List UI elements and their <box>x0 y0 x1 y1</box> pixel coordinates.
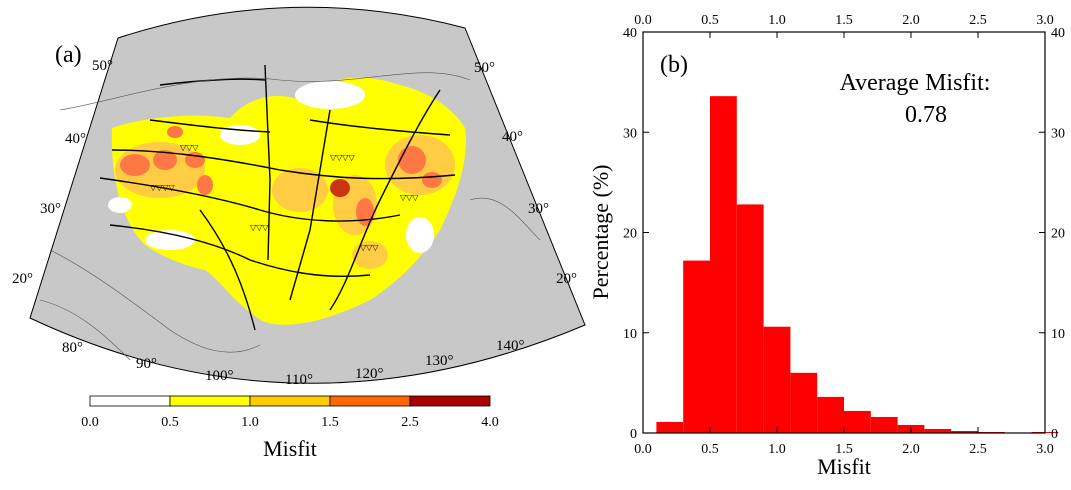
lat-label-left-20: 20° <box>12 271 33 287</box>
colorbar-tick-5: 4.0 <box>481 415 499 430</box>
histogram-bar <box>951 430 978 433</box>
x-tick-label-top: 0.5 <box>701 13 719 28</box>
no-data-patches <box>108 81 434 253</box>
histogram-bar <box>763 326 791 433</box>
svg-text:▽▽▽: ▽▽▽ <box>360 243 379 252</box>
histogram-bar <box>683 260 710 433</box>
y-tick-label-right: 30 <box>1051 126 1065 141</box>
lon-label-130: 130° <box>425 353 454 369</box>
svg-text:▽▽▽: ▽▽▽ <box>400 193 419 202</box>
x-tick-label-top: 1.0 <box>768 13 786 28</box>
colorbar-tick-3: 1.5 <box>321 415 339 430</box>
x-tick-label-bottom: 2.0 <box>902 442 920 457</box>
lon-label-100: 100° <box>205 368 234 384</box>
histogram-bar <box>736 204 764 433</box>
lat-label-right-20: 20° <box>556 271 577 287</box>
station-markers: ▽▽▽▽ ▽▽▽ ▽▽▽▽ ▽▽▽ ▽▽▽ ▽▽▽ <box>150 143 419 252</box>
lat-label-right-40: 40° <box>502 129 523 145</box>
histogram-bar <box>656 421 684 433</box>
misfit-map: ▽▽▽▽ ▽▽▽ ▽▽▽▽ ▽▽▽ ▽▽▽ ▽▽▽ 50° 40° 30° 20… <box>12 6 586 461</box>
colorbar-tick-1: 0.5 <box>161 415 179 430</box>
lat-label-left-30: 30° <box>40 201 61 217</box>
colorbar-segment-2 <box>249 395 331 407</box>
histogram-bar <box>790 372 818 433</box>
misfit-histogram-panel: 0.0 0.0 0.5 0.5 1.0 1.0 1.5 1.5 2.0 2.0 2.5 2.5 3.0 3… <box>588 0 1071 485</box>
lon-label-120: 120° <box>355 366 384 382</box>
colorbar-segment-4 <box>409 395 491 407</box>
lat-label-right-30: 30° <box>528 201 549 217</box>
lat-label-right-50: 50° <box>474 60 495 76</box>
political-borders <box>39 72 541 361</box>
x-tick-label-bottom: 2.5 <box>969 442 987 457</box>
y-tick-label-left: 30 <box>623 126 637 141</box>
high-misfit-zones <box>120 126 442 226</box>
histogram-bar <box>710 96 737 433</box>
svg-text:▽▽▽: ▽▽▽ <box>180 143 199 152</box>
x-tick-label-bottom: 1.0 <box>768 442 786 457</box>
svg-text:▽▽▽: ▽▽▽ <box>250 223 269 232</box>
y-axis-title: Percentage (%) <box>590 165 613 300</box>
colorbar-segment-1 <box>169 395 251 407</box>
y-tick-label-left: 0 <box>630 427 637 442</box>
histogram-bar <box>844 410 871 433</box>
colorbar-tick-2: 1.0 <box>241 415 259 430</box>
panel-a-label: (a) <box>55 42 82 68</box>
colorbar-tick-4: 2.5 <box>401 415 419 430</box>
peak-misfit-zones <box>330 179 350 197</box>
y-tick-label-right: 10 <box>1051 327 1065 342</box>
histogram-bars <box>656 96 1059 433</box>
x-tick-label-bottom: 0.0 <box>634 442 652 457</box>
lon-label-90: 90° <box>136 356 157 372</box>
x-axis-title: Misfit <box>817 454 871 479</box>
y-tick-label-right: 0 <box>1051 427 1058 442</box>
misfit-map-panel: ▽▽▽▽ ▽▽▽ ▽▽▽▽ ▽▽▽ ▽▽▽ ▽▽▽ 50° 40° 30° 20… <box>12 6 586 461</box>
x-tick-label-top: 0.0 <box>634 13 652 28</box>
y-tick-label-left: 10 <box>623 327 637 342</box>
x-tick-label-bottom: 3.0 <box>1036 442 1054 457</box>
panel-b-label: (b) <box>660 52 688 78</box>
lat-label-left-40: 40° <box>65 131 86 147</box>
colorbar-segment-0 <box>89 395 171 407</box>
y-tick-label-left: 40 <box>623 26 637 41</box>
lon-label-110: 110° <box>285 372 313 388</box>
fault-lines <box>99 64 456 331</box>
histogram-bar <box>870 416 898 433</box>
x-tick-label-bottom: 0.5 <box>701 442 719 457</box>
lon-label-140: 140° <box>496 338 525 354</box>
x-tick-label-bottom: 1.5 <box>835 442 853 457</box>
average-misfit-value: 0.78 <box>905 102 947 128</box>
svg-text:▽▽▽▽: ▽▽▽▽ <box>330 153 355 162</box>
colorbar-tick-0: 0.0 <box>81 415 99 430</box>
histogram-bar <box>924 428 952 433</box>
x-tick-label-top: 1.5 <box>835 13 853 28</box>
y-tick-label-right: 20 <box>1051 227 1065 242</box>
x-axis-ticks: 0.0 0.0 0.5 0.5 1.0 1.0 1.5 1.5 2.0 2.0 2.5 2.5 3.0 3… <box>634 13 1054 457</box>
svg-text:▽▽▽▽: ▽▽▽▽ <box>150 183 175 192</box>
lat-label-left-50: 50° <box>92 58 113 74</box>
y-tick-label-left: 20 <box>623 227 637 242</box>
x-tick-label-top: 2.5 <box>969 13 987 28</box>
colorbar-segment-3 <box>329 395 411 407</box>
average-misfit-label: Average Misfit: <box>840 70 991 96</box>
colorbar: 0.0 0.5 1.0 1.5 2.5 4.0 Misfit <box>81 395 499 461</box>
histogram-bar <box>817 396 844 433</box>
misfit-histogram: 0.0 0.0 0.5 0.5 1.0 1.0 1.5 1.5 2.0 2.0 2.5 2.5 3.0 3… <box>588 13 1065 479</box>
x-tick-label-top: 3.0 <box>1036 13 1054 28</box>
colorbar-title: Misfit <box>263 436 317 461</box>
lon-label-80: 80° <box>62 340 83 356</box>
y-tick-label-right: 40 <box>1051 26 1065 41</box>
x-tick-label-top: 2.0 <box>902 13 920 28</box>
y-axis-ticks: 0 0 10 10 20 20 30 30 40 40 <box>623 26 1065 442</box>
